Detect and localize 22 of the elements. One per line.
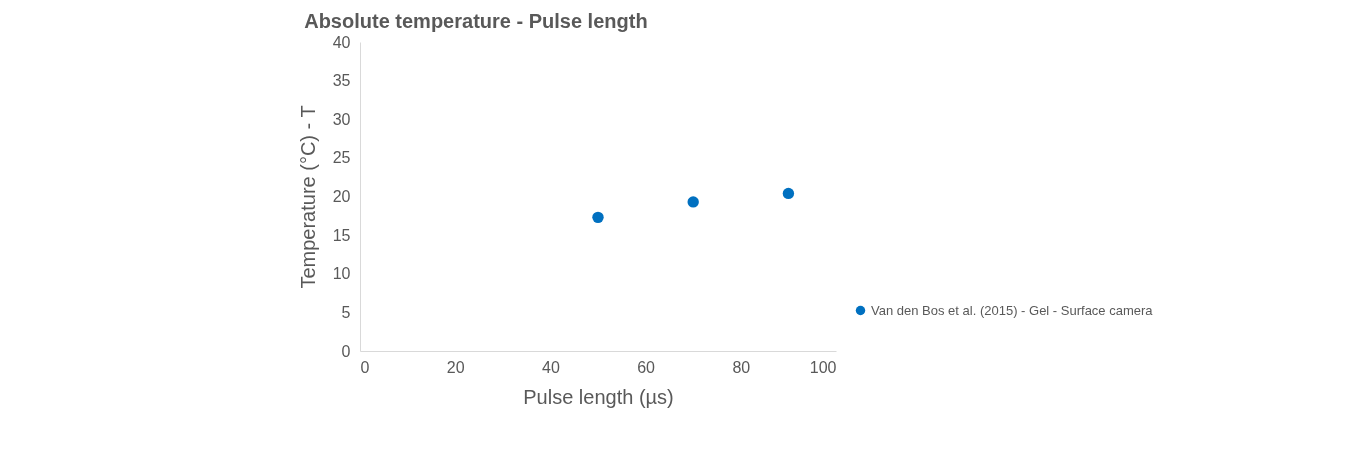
y-tick-label: 25 [332,149,351,167]
x-tick-label: 60 [637,358,656,376]
point [592,211,604,224]
x-axis-title: Pulse length (µs) [523,385,674,408]
y-tick-label: 10 [332,265,351,283]
x-tick-label: 0 [360,358,370,376]
y-tick-label: 35 [332,72,351,90]
x-tick-label: 100 [809,358,837,376]
x-tick-label: 80 [732,358,751,376]
y-tick-label: 20 [332,188,351,205]
y-tick-label: 5 [341,303,351,321]
point [782,187,795,200]
chart-title: Absolute temperature - Pulse length [304,10,648,32]
y-tick-label: 40 [332,33,351,51]
legend-label: Van den Bos et al. (2015) - Gel - Surface camera [871,302,1154,318]
y-tick-label: 30 [332,110,351,128]
point [687,196,699,208]
x-tick-label: 40 [542,358,560,376]
y-tick-label: 15 [332,226,351,244]
y-tick-label: 0 [341,342,351,360]
x-tick-label: 20 [446,358,465,376]
y-axis-title: Temperature (°C) - T [296,105,319,289]
